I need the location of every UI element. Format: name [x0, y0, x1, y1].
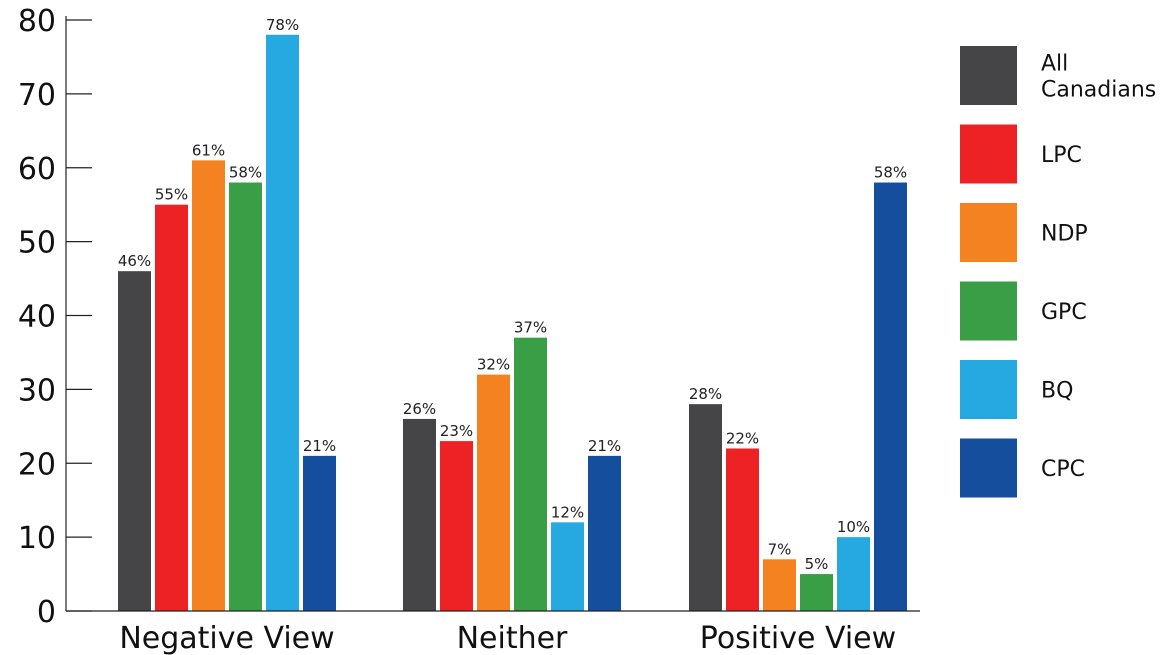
- data-label-negative-view-lpc: 55%: [155, 186, 188, 204]
- bar-positive-view-cpc: [874, 182, 907, 611]
- bar-positive-view-bq: [837, 537, 870, 611]
- bar-neither-cpc: [588, 455, 621, 611]
- bar-neither-ndp: [477, 374, 510, 611]
- legend-swatch: [960, 203, 1017, 262]
- bar-neither-all-canadians: [403, 418, 436, 611]
- y-tick-label: 50: [18, 226, 56, 261]
- data-label-neither-cpc: 21%: [588, 437, 621, 455]
- bar-neither-gpc: [514, 337, 547, 611]
- data-label-positive-view-cpc: 58%: [874, 164, 907, 182]
- x-axis: Negative View Neither Positive View: [66, 610, 920, 655]
- data-label-positive-view-lpc: 22%: [726, 429, 759, 447]
- legend-label: CPC: [1041, 457, 1085, 482]
- y-tick-label: 60: [18, 152, 56, 187]
- bar-neither-lpc: [440, 441, 473, 611]
- data-label-negative-view-all-canadians: 46%: [118, 252, 151, 270]
- y-tick-label: 40: [18, 300, 56, 335]
- data-label-neither-ndp: 32%: [477, 356, 510, 374]
- data-label-neither-bq: 12%: [551, 503, 584, 521]
- legend-label: GPC: [1041, 300, 1087, 325]
- legend-item-lpc: LPC: [960, 124, 1082, 184]
- y-tick-label: 70: [18, 78, 56, 113]
- y-tick-label: 30: [18, 373, 56, 408]
- legend-swatch: [960, 124, 1017, 184]
- legend-item-cpc: CPC: [960, 438, 1085, 498]
- data-label-positive-view-ndp: 7%: [768, 540, 792, 558]
- legend-label: NDP: [1041, 222, 1088, 247]
- legend-label: BQ: [1041, 379, 1073, 404]
- legend-item-gpc: GPC: [960, 281, 1087, 341]
- legend-swatch: [960, 438, 1017, 498]
- legend-swatch: [960, 360, 1017, 419]
- data-label-negative-view-ndp: 61%: [192, 141, 225, 159]
- data-label-negative-view-cpc: 21%: [303, 437, 336, 455]
- legend-swatch: [960, 281, 1017, 341]
- data-label-positive-view-bq: 10%: [837, 518, 870, 536]
- data-label-neither-lpc: 23%: [440, 422, 473, 440]
- bar-negative-view-lpc: [155, 204, 188, 611]
- data-label-positive-view-all-canadians: 28%: [689, 385, 722, 403]
- bar-negative-view-all-canadians: [118, 271, 151, 611]
- bars: [118, 34, 907, 612]
- data-label-negative-view-bq: 78%: [266, 16, 299, 34]
- bar-positive-view-gpc: [800, 574, 833, 611]
- x-category-label-positive-view: Positive View: [700, 621, 896, 655]
- legend-item-bq: BQ: [960, 360, 1073, 419]
- bar-positive-view-ndp: [763, 559, 796, 611]
- bar-negative-view-cpc: [303, 455, 336, 611]
- data-label-neither-all-canadians: 26%: [403, 400, 436, 418]
- y-tick-label: 80: [18, 4, 56, 39]
- bar-positive-view-lpc: [726, 448, 759, 611]
- y-axis: 0 10 20 30 40 50 60 70 80: [18, 4, 92, 630]
- y-tick-label: 10: [18, 521, 56, 556]
- y-tick-label: 20: [18, 447, 56, 482]
- legend-swatch: [960, 46, 1017, 105]
- y-tick-label: 0: [37, 595, 56, 630]
- bar-negative-view-bq: [266, 34, 299, 611]
- bar-negative-view-gpc: [229, 182, 262, 611]
- legend-label: Canadians: [1041, 78, 1156, 103]
- data-labels: 46%55%61%58%78%21%26%23%32%37%12%21%28%2…: [118, 16, 907, 573]
- bar-positive-view-all-canadians: [689, 404, 722, 611]
- data-label-positive-view-gpc: 5%: [805, 555, 829, 573]
- legend-label: LPC: [1041, 143, 1082, 168]
- x-category-label-neither: Neither: [457, 621, 568, 655]
- data-label-negative-view-gpc: 58%: [229, 164, 262, 182]
- data-label-neither-gpc: 37%: [514, 319, 547, 337]
- legend-label: All: [1041, 52, 1068, 77]
- x-category-label-negative-view: Negative View: [119, 621, 334, 655]
- bar-negative-view-ndp: [192, 160, 225, 612]
- legend-item-ndp: NDP: [960, 203, 1088, 262]
- bar-neither-bq: [551, 522, 584, 611]
